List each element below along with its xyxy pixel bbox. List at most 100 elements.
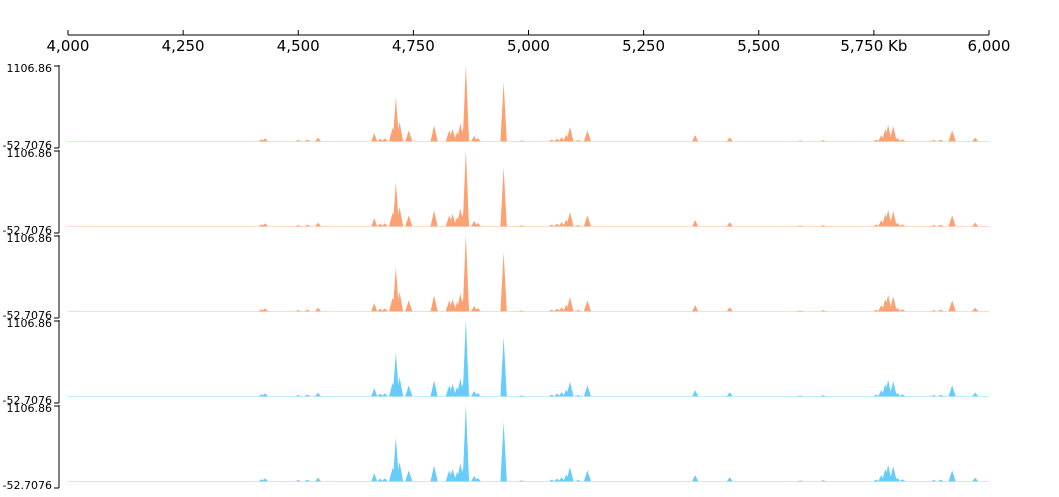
peak [500,252,507,312]
y-min-label: -52.7076 [3,479,52,492]
peak [405,385,413,397]
peak [554,223,561,227]
x-tick-label: 5,750 Kb [840,37,907,55]
peak [405,215,413,227]
peak [575,309,582,312]
peak [948,470,956,482]
peak [889,466,897,482]
peak [820,225,827,227]
peak [894,477,901,482]
peak [889,126,897,142]
y-max-label: 1106.86 [7,62,53,75]
track-5: 1106.86 -52.7076 [3,402,989,492]
peak [371,218,378,227]
peak [462,65,470,142]
peak [395,122,404,142]
peak [726,137,733,142]
peak [575,139,582,142]
peak [405,300,413,312]
peak [797,310,804,312]
peak [448,468,457,482]
peak [575,394,582,397]
peak [548,479,555,482]
peak [972,222,979,227]
peak [448,383,457,397]
peak [295,394,302,397]
track-4: 1106.86 -52.7076 [3,317,989,407]
peak [873,224,880,227]
track-2: 1106.86 -52.7076 [3,147,989,237]
peak [377,478,384,482]
peak [395,462,404,482]
peak [315,477,322,482]
peak [315,307,322,312]
peak [371,473,378,482]
peak [430,125,438,142]
y-max-label: 1106.86 [7,402,53,415]
peak [820,140,827,142]
peak [500,422,507,482]
x-tick-label: 6,000 [968,37,1011,55]
peak [304,224,311,227]
peak [500,167,507,227]
peak [554,393,561,397]
peak [315,222,322,227]
peak [583,385,592,397]
peak [873,394,880,397]
peak [937,309,944,312]
peak [395,292,404,312]
y-min-label: -52.7076 [3,394,52,407]
x-tick-label: 5,500 [737,37,780,55]
peak [797,480,804,482]
peak [377,138,384,142]
peak [295,224,302,227]
peak [558,222,565,227]
peak [937,224,944,227]
peak [500,337,507,397]
y-max-label: 1106.86 [7,317,53,330]
peak [381,223,388,227]
peak [889,211,897,227]
peak [884,294,892,312]
peak [948,130,956,142]
peak [474,392,481,397]
peak [972,137,979,142]
x-tick-label: 4,250 [162,37,205,55]
peak [894,392,901,397]
peak [930,479,937,482]
peak [558,392,565,397]
peak [395,377,404,397]
peak [471,220,478,227]
y-min-label: -52.7076 [3,224,52,237]
peak [972,307,979,312]
track-1: 1106.86 -52.7076 [3,62,989,152]
peak [566,296,574,312]
peak [395,207,404,227]
peak [558,137,565,142]
peak [873,309,880,312]
peak [518,480,525,482]
peak [884,379,892,397]
peak [471,475,478,482]
peak [381,138,388,142]
peak [295,479,302,482]
peak [554,138,561,142]
peak [726,392,733,397]
peak [899,309,906,312]
peak [500,82,507,142]
peak [899,479,906,482]
peak [575,479,582,482]
x-tick-label: 5,250 [622,37,665,55]
peak [889,381,897,397]
peak [262,478,269,482]
peak [884,209,892,227]
x-tick-label: 4,750 [392,37,435,55]
peak [392,182,400,227]
peak [566,211,574,227]
peak [692,305,699,312]
peak [558,307,565,312]
peak [948,385,956,397]
peak [884,464,892,482]
peak [381,478,388,482]
peak [518,225,525,227]
